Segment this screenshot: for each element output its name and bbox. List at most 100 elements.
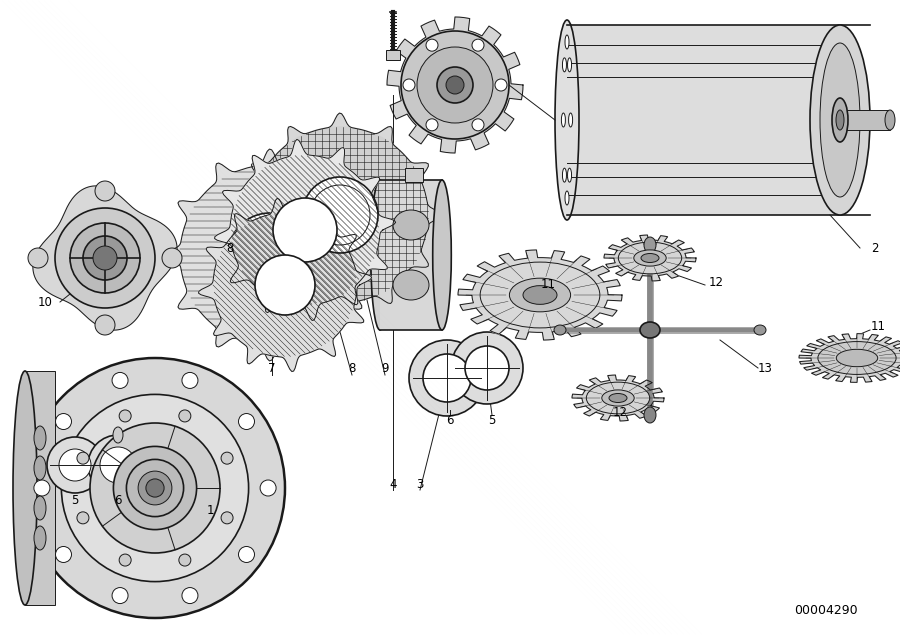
- Circle shape: [56, 413, 71, 429]
- Ellipse shape: [586, 382, 650, 414]
- Ellipse shape: [481, 262, 599, 328]
- Ellipse shape: [836, 110, 844, 130]
- Bar: [380, 180, 442, 330]
- Text: 11: 11: [541, 279, 555, 291]
- Ellipse shape: [162, 248, 182, 268]
- Ellipse shape: [602, 390, 634, 406]
- Text: 12: 12: [708, 276, 724, 288]
- Circle shape: [472, 39, 484, 51]
- Circle shape: [25, 358, 285, 618]
- Ellipse shape: [568, 58, 572, 72]
- Circle shape: [423, 354, 471, 402]
- Ellipse shape: [34, 496, 46, 520]
- Ellipse shape: [555, 20, 579, 220]
- Text: 4: 4: [389, 479, 397, 491]
- Ellipse shape: [13, 371, 37, 605]
- Ellipse shape: [34, 456, 46, 480]
- Circle shape: [61, 394, 248, 582]
- Ellipse shape: [28, 248, 48, 268]
- Ellipse shape: [885, 110, 895, 130]
- Ellipse shape: [371, 180, 390, 330]
- Text: 12: 12: [613, 406, 627, 418]
- Circle shape: [221, 452, 233, 464]
- Ellipse shape: [640, 322, 660, 338]
- Circle shape: [179, 410, 191, 422]
- Circle shape: [138, 471, 172, 505]
- Polygon shape: [214, 139, 396, 321]
- Text: 10: 10: [38, 295, 52, 309]
- Circle shape: [472, 119, 484, 131]
- Text: 1: 1: [206, 504, 214, 516]
- Polygon shape: [604, 235, 696, 281]
- Circle shape: [238, 223, 302, 287]
- Circle shape: [47, 437, 103, 493]
- Polygon shape: [165, 149, 376, 361]
- Polygon shape: [458, 250, 622, 340]
- Circle shape: [76, 452, 89, 464]
- Circle shape: [238, 547, 255, 563]
- Circle shape: [228, 213, 312, 297]
- Polygon shape: [199, 198, 372, 371]
- Circle shape: [302, 177, 378, 253]
- Polygon shape: [252, 127, 428, 303]
- Text: 00004290: 00004290: [794, 603, 858, 617]
- Ellipse shape: [401, 31, 509, 139]
- Text: 8: 8: [348, 361, 356, 375]
- Ellipse shape: [393, 210, 429, 240]
- Ellipse shape: [568, 168, 572, 182]
- Ellipse shape: [523, 286, 557, 304]
- Ellipse shape: [565, 191, 569, 205]
- Text: 2: 2: [871, 241, 878, 255]
- Polygon shape: [387, 17, 523, 153]
- Circle shape: [76, 512, 89, 524]
- Ellipse shape: [509, 278, 571, 312]
- Ellipse shape: [70, 223, 140, 293]
- Ellipse shape: [55, 208, 155, 308]
- Circle shape: [255, 255, 315, 315]
- Polygon shape: [238, 113, 442, 317]
- Circle shape: [260, 480, 276, 496]
- Bar: [386, 50, 400, 60]
- Ellipse shape: [34, 426, 46, 450]
- Circle shape: [426, 39, 438, 51]
- Circle shape: [179, 554, 191, 566]
- Polygon shape: [799, 333, 900, 382]
- Text: 11: 11: [870, 319, 886, 333]
- Ellipse shape: [113, 427, 123, 443]
- Ellipse shape: [644, 237, 656, 253]
- Circle shape: [465, 346, 509, 390]
- Circle shape: [34, 480, 50, 496]
- Ellipse shape: [562, 58, 566, 72]
- Ellipse shape: [393, 270, 429, 300]
- Circle shape: [182, 373, 198, 389]
- Circle shape: [146, 479, 164, 497]
- Bar: [25, 371, 55, 605]
- Ellipse shape: [95, 315, 115, 335]
- Ellipse shape: [417, 47, 493, 123]
- Ellipse shape: [565, 35, 569, 49]
- Ellipse shape: [83, 236, 127, 280]
- Ellipse shape: [634, 250, 666, 266]
- Circle shape: [221, 512, 233, 524]
- Text: 6: 6: [446, 413, 454, 427]
- Circle shape: [100, 447, 136, 483]
- Ellipse shape: [818, 342, 896, 375]
- Polygon shape: [33, 186, 177, 330]
- Text: 5: 5: [71, 493, 78, 507]
- Ellipse shape: [609, 394, 627, 403]
- Ellipse shape: [810, 25, 870, 215]
- Ellipse shape: [832, 98, 848, 142]
- Circle shape: [88, 435, 148, 495]
- Circle shape: [112, 587, 128, 603]
- Circle shape: [119, 554, 131, 566]
- Circle shape: [495, 79, 507, 91]
- Circle shape: [451, 332, 523, 404]
- Text: 8: 8: [226, 241, 234, 255]
- Ellipse shape: [754, 325, 766, 335]
- Ellipse shape: [562, 168, 566, 182]
- Bar: [567, 25, 840, 215]
- Ellipse shape: [562, 113, 565, 127]
- Circle shape: [90, 423, 220, 553]
- Circle shape: [409, 340, 485, 416]
- Ellipse shape: [93, 246, 117, 270]
